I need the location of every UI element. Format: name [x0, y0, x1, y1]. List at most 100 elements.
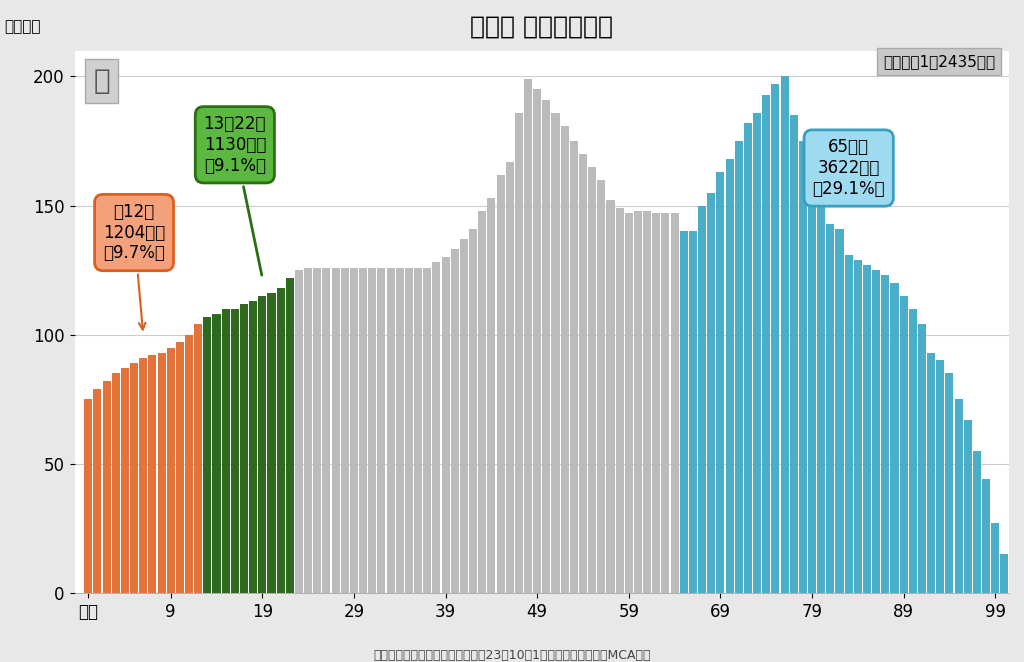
Bar — [863, 265, 871, 592]
Bar — [891, 283, 898, 592]
Bar — [404, 267, 413, 592]
Bar — [84, 399, 92, 592]
Bar — [534, 89, 542, 592]
Text: ～12歳
1204万人
（9.7%）: ～12歳 1204万人 （9.7%） — [103, 203, 165, 330]
Bar — [689, 232, 697, 592]
Bar — [771, 84, 779, 592]
Bar — [918, 324, 926, 592]
Bar — [176, 342, 184, 592]
Bar — [1019, 580, 1024, 592]
Bar — [1000, 554, 1009, 592]
Bar — [625, 213, 633, 592]
Bar — [1010, 572, 1018, 592]
Bar — [762, 95, 770, 592]
Bar — [432, 262, 440, 592]
Bar — [698, 206, 707, 592]
Bar — [826, 224, 835, 592]
Bar — [543, 100, 550, 592]
Bar — [717, 172, 724, 592]
Bar — [276, 288, 285, 592]
Bar — [900, 296, 907, 592]
Bar — [304, 267, 312, 592]
Bar — [102, 381, 111, 592]
Bar — [597, 180, 605, 592]
Bar — [991, 523, 999, 592]
Bar — [139, 358, 147, 592]
Text: 13～22歳
1130万人
（9.1%）: 13～22歳 1130万人 （9.1%） — [204, 115, 266, 275]
Bar — [662, 213, 670, 592]
Bar — [954, 399, 963, 592]
Bar — [497, 175, 505, 592]
Bar — [560, 126, 568, 592]
Text: 65歳～
3622万人
（29.1%）: 65歳～ 3622万人 （29.1%） — [812, 138, 885, 198]
Bar — [753, 113, 761, 592]
Bar — [350, 267, 358, 592]
Bar — [854, 260, 862, 592]
Bar — [460, 239, 468, 592]
Bar — [240, 304, 248, 592]
Title: 年齢別 日本の総人口: 年齢別 日本の総人口 — [470, 15, 613, 39]
Bar — [615, 208, 624, 592]
Bar — [195, 324, 202, 592]
Bar — [395, 267, 403, 592]
Bar — [799, 141, 807, 592]
Bar — [708, 193, 716, 592]
Bar — [341, 267, 349, 592]
Bar — [295, 270, 303, 592]
Bar — [524, 79, 532, 592]
Bar — [112, 373, 120, 592]
Bar — [313, 267, 322, 592]
Bar — [882, 275, 890, 592]
Bar — [780, 77, 788, 592]
Bar — [680, 232, 688, 592]
Text: 出典：総務省統計局「人口推計」23年10月1日現在人口をもとにMCA作成: 出典：総務省統計局「人口推計」23年10月1日現在人口をもとにMCA作成 — [374, 649, 650, 662]
Bar — [973, 451, 981, 592]
Bar — [451, 250, 459, 592]
Bar — [423, 267, 431, 592]
Bar — [817, 180, 825, 592]
Bar — [478, 211, 486, 592]
Bar — [323, 267, 331, 592]
Bar — [743, 123, 752, 592]
Bar — [936, 360, 944, 592]
Bar — [836, 229, 844, 592]
Bar — [606, 201, 614, 592]
Bar — [359, 267, 368, 592]
Bar — [569, 141, 578, 592]
Bar — [982, 479, 990, 592]
Text: ⌕: ⌕ — [93, 67, 110, 95]
Bar — [927, 353, 935, 592]
Bar — [267, 293, 275, 592]
Bar — [441, 258, 450, 592]
Text: （万人）: （万人） — [4, 19, 41, 34]
Bar — [230, 309, 239, 592]
Text: 総人口：1億2435万人: 総人口：1億2435万人 — [883, 54, 995, 69]
Bar — [506, 162, 514, 592]
Bar — [790, 115, 798, 592]
Bar — [121, 368, 129, 592]
Bar — [378, 267, 385, 592]
Bar — [908, 309, 916, 592]
Bar — [726, 159, 733, 592]
Bar — [964, 420, 972, 592]
Bar — [286, 278, 294, 592]
Bar — [158, 353, 166, 592]
Bar — [579, 154, 587, 592]
Bar — [552, 113, 559, 592]
Bar — [808, 154, 816, 592]
Bar — [469, 229, 477, 592]
Bar — [414, 267, 422, 592]
Bar — [945, 373, 953, 592]
Bar — [148, 355, 157, 592]
Bar — [487, 198, 496, 592]
Bar — [588, 167, 596, 592]
Bar — [387, 267, 394, 592]
Bar — [369, 267, 376, 592]
Bar — [872, 270, 881, 592]
Bar — [249, 301, 257, 592]
Bar — [634, 211, 642, 592]
Bar — [671, 213, 679, 592]
Bar — [167, 348, 175, 592]
Bar — [332, 267, 340, 592]
Bar — [845, 255, 853, 592]
